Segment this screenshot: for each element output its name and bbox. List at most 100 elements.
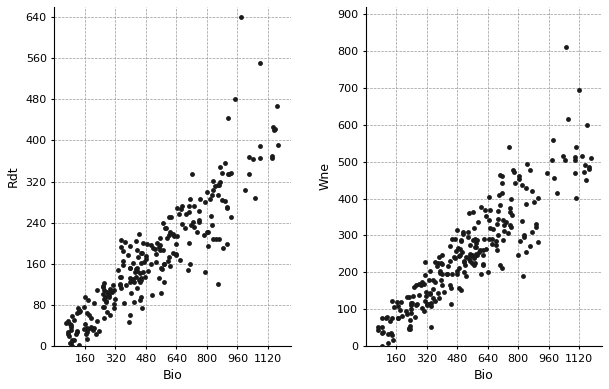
Point [171,252,181,258]
Point [189,224,199,230]
Point [226,170,236,176]
Point [200,269,209,275]
Point [127,278,136,284]
Point [177,203,187,210]
Point [403,294,412,300]
X-axis label: Bio: Bio [163,369,183,382]
Point [422,301,432,307]
Point [86,315,96,321]
Point [152,240,161,246]
Point [445,243,455,249]
Point [495,172,504,178]
Point [115,274,125,280]
Point [231,96,241,102]
Point [377,330,387,336]
Point [416,282,426,288]
Point [225,171,234,177]
Y-axis label: Wne: Wne [319,162,331,190]
Point [171,251,181,257]
X-axis label: Bio: Bio [474,369,494,382]
Point [273,142,283,148]
Point [267,152,276,159]
Point [161,225,171,231]
Point [454,285,464,291]
Point [455,246,465,252]
Point [71,331,81,337]
Point [148,245,158,251]
Point [463,229,473,235]
Point [125,242,135,249]
Point [80,294,90,300]
Point [430,259,440,265]
Point [94,328,104,334]
Point [498,237,507,243]
Point [66,324,76,330]
Point [424,290,434,296]
Point [493,231,503,238]
Point [552,190,561,196]
Point [381,315,390,321]
Point [226,214,236,220]
Point [69,317,79,324]
Point [472,252,482,258]
Point [104,291,113,298]
Point [202,228,212,235]
Point [83,326,93,332]
Point [74,342,84,349]
Point [377,343,387,349]
Point [136,294,146,300]
Point [382,314,392,320]
Point [422,302,432,308]
Point [577,153,586,159]
Point [143,268,152,274]
Point [549,175,558,181]
Point [579,168,589,175]
Point [518,273,527,279]
Point [458,229,468,235]
Point [396,299,406,305]
Point [561,44,571,51]
Point [387,298,396,304]
Point [506,224,516,230]
Point [460,261,470,268]
Point [420,272,430,278]
Point [513,252,523,258]
Point [205,196,214,202]
Point [157,265,166,271]
Point [560,157,569,163]
Point [165,229,175,235]
Point [108,282,118,288]
Point [98,282,108,289]
Point [481,213,491,219]
Point [203,243,213,249]
Point [523,161,532,167]
Point [125,265,135,272]
Point [395,307,404,314]
Point [389,336,398,343]
Point [574,87,584,93]
Point [132,274,141,280]
Point [218,245,228,251]
Point [424,277,434,284]
Point [194,207,203,214]
Point [456,287,465,294]
Point [82,329,91,335]
Point [421,293,431,299]
Point [467,252,477,258]
Point [272,103,281,110]
Point [186,222,196,228]
Point [451,255,460,261]
Point [146,261,155,267]
Point [169,233,178,239]
Point [402,311,412,317]
Point [426,324,435,330]
Point [121,282,130,288]
Point [158,247,168,253]
Point [461,254,471,260]
Point [393,315,403,321]
Point [571,194,581,201]
Point [132,247,142,253]
Point [493,216,503,222]
Point [505,196,515,202]
Point [79,326,88,332]
